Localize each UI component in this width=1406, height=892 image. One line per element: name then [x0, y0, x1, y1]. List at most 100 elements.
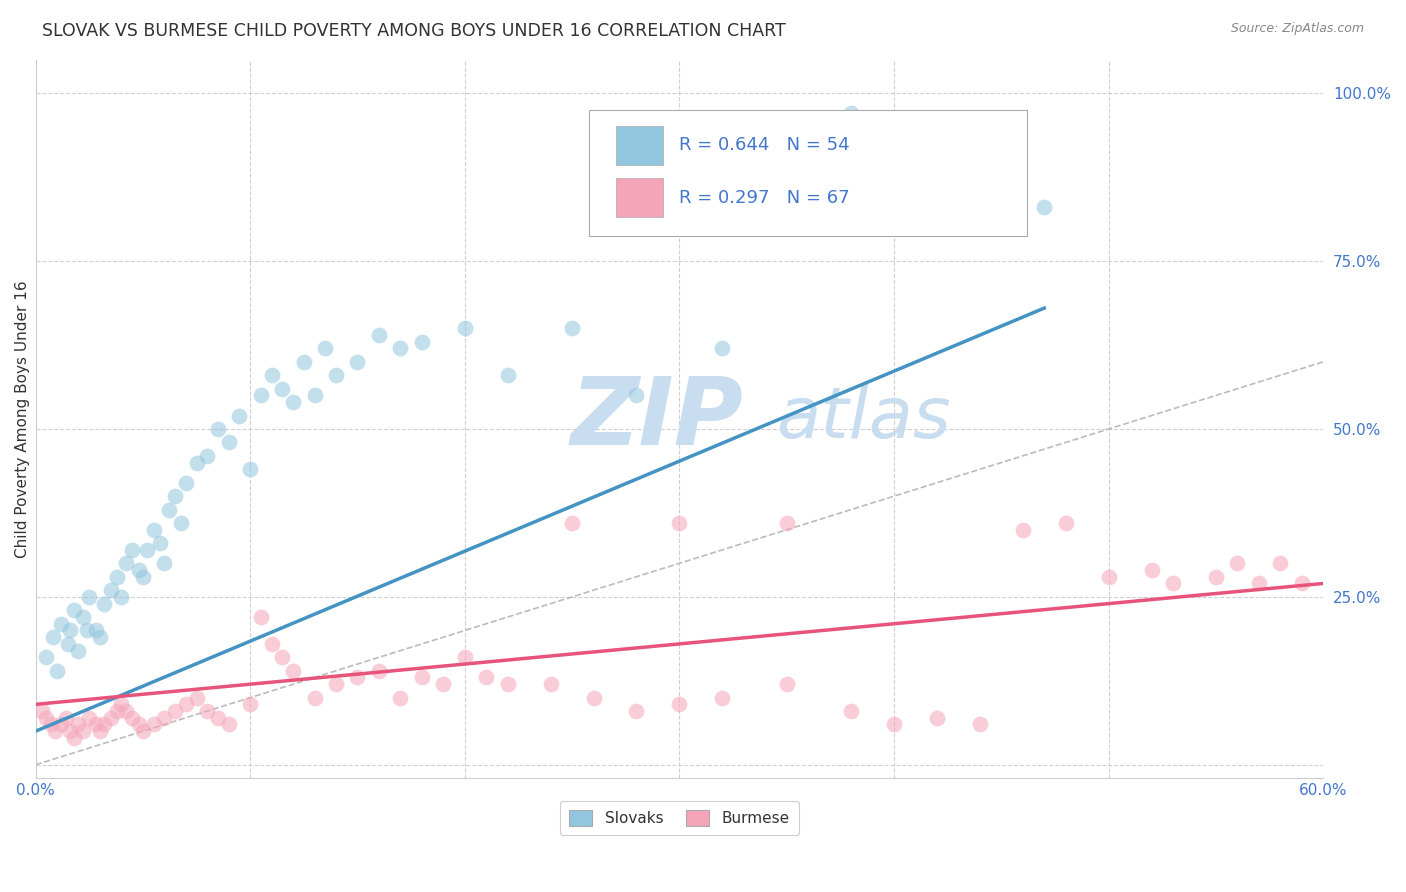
Text: atlas: atlas: [776, 384, 950, 453]
Point: [142, 717, 165, 731]
Point: [496, 677, 519, 691]
Text: ZIP: ZIP: [569, 373, 742, 465]
Point: [218, 717, 240, 731]
Point: [39, 717, 62, 731]
Point: [668, 698, 690, 712]
Point: [128, 563, 150, 577]
Point: [46, 664, 69, 678]
Point: [67, 717, 90, 731]
Point: [67, 643, 90, 657]
Point: [1054, 516, 1077, 530]
Point: [77, 590, 100, 604]
Point: [77, 711, 100, 725]
Text: R = 0.297   N = 67: R = 0.297 N = 67: [679, 188, 851, 207]
Point: [626, 704, 648, 718]
Point: [93, 717, 115, 731]
Point: [1226, 557, 1249, 571]
Point: [260, 368, 283, 383]
Point: [149, 536, 172, 550]
Point: [195, 449, 218, 463]
Point: [304, 690, 326, 705]
Point: [121, 542, 143, 557]
Point: [711, 690, 734, 705]
Point: [454, 321, 477, 335]
Point: [1291, 576, 1313, 591]
Point: [44, 724, 66, 739]
Point: [84, 624, 107, 638]
Point: [84, 717, 107, 731]
Point: [250, 610, 273, 624]
Point: [110, 590, 132, 604]
Point: [250, 388, 273, 402]
Point: [195, 704, 218, 718]
Point: [346, 671, 368, 685]
Point: [207, 422, 229, 436]
Point: [55, 711, 77, 725]
Point: [239, 698, 262, 712]
Point: [561, 321, 583, 335]
Point: [432, 677, 454, 691]
Point: [668, 516, 690, 530]
Point: [281, 664, 304, 678]
Point: [153, 711, 176, 725]
Point: [76, 624, 98, 638]
Point: [711, 342, 734, 356]
Point: [100, 583, 122, 598]
Point: [218, 435, 240, 450]
Point: [114, 557, 136, 571]
Point: [100, 711, 122, 725]
Point: [582, 690, 605, 705]
Point: [105, 704, 128, 718]
Point: [260, 637, 283, 651]
Point: [1161, 576, 1184, 591]
Point: [207, 711, 229, 725]
Point: [174, 475, 197, 490]
Point: [325, 677, 347, 691]
Point: [368, 664, 391, 678]
Point: [56, 637, 79, 651]
FancyBboxPatch shape: [616, 178, 662, 217]
Point: [1270, 557, 1292, 571]
Point: [1247, 576, 1270, 591]
Point: [132, 570, 155, 584]
Point: [121, 711, 143, 725]
Point: [136, 542, 159, 557]
Text: Source: ZipAtlas.com: Source: ZipAtlas.com: [1230, 22, 1364, 36]
Point: [304, 388, 326, 402]
Point: [153, 557, 176, 571]
Point: [271, 382, 294, 396]
FancyBboxPatch shape: [616, 126, 662, 165]
Point: [389, 690, 412, 705]
Point: [540, 677, 562, 691]
Point: [368, 328, 391, 343]
Point: [389, 342, 412, 356]
Point: [1098, 570, 1121, 584]
Point: [1205, 570, 1227, 584]
Text: R = 0.644   N = 54: R = 0.644 N = 54: [679, 136, 851, 154]
Point: [72, 610, 94, 624]
Point: [292, 355, 315, 369]
Point: [51, 717, 73, 731]
Point: [128, 717, 150, 731]
Point: [496, 368, 519, 383]
Point: [1033, 200, 1056, 214]
Point: [839, 106, 862, 120]
FancyBboxPatch shape: [589, 110, 1028, 235]
Point: [174, 698, 197, 712]
Point: [165, 704, 187, 718]
Point: [165, 489, 187, 503]
Text: SLOVAK VS BURMESE CHILD POVERTY AMONG BOYS UNDER 16 CORRELATION CHART: SLOVAK VS BURMESE CHILD POVERTY AMONG BO…: [42, 22, 786, 40]
Legend: Slovaks, Burmese: Slovaks, Burmese: [560, 801, 799, 835]
Point: [114, 704, 136, 718]
Point: [186, 456, 208, 470]
Point: [776, 677, 799, 691]
Point: [59, 724, 82, 739]
Point: [561, 516, 583, 530]
Point: [411, 334, 433, 349]
Point: [776, 516, 799, 530]
Point: [63, 603, 86, 617]
Point: [454, 650, 477, 665]
Y-axis label: Child Poverty Among Boys Under 16: Child Poverty Among Boys Under 16: [15, 280, 30, 558]
Point: [969, 717, 991, 731]
Point: [35, 711, 58, 725]
